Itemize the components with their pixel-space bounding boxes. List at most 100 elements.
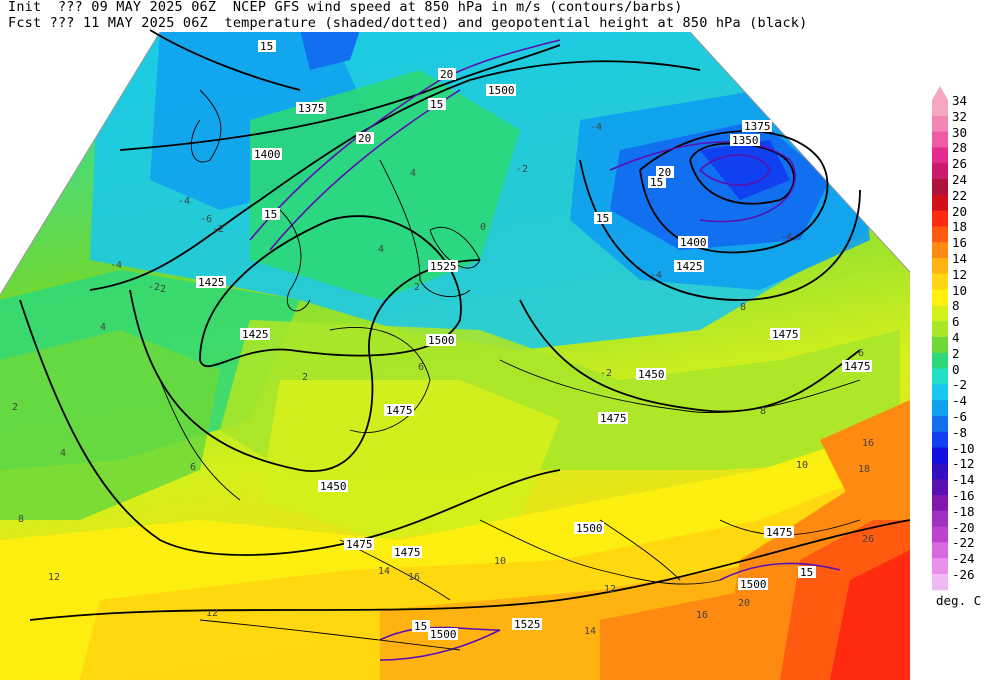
- svg-text:1475: 1475: [600, 412, 627, 425]
- colorbar-swatch: [932, 226, 948, 243]
- height-label: 1425: [240, 328, 270, 341]
- colorbar-swatch: [932, 115, 948, 133]
- height-label: 1475: [842, 360, 872, 373]
- temp-label: -4: [650, 270, 662, 281]
- colorbar-label: 2: [952, 345, 960, 361]
- svg-text:15: 15: [260, 40, 273, 53]
- colorbar-swatch: [932, 463, 948, 480]
- colorbar-swatch: [932, 131, 948, 148]
- colorbar-label: 34: [952, 93, 968, 108]
- height-label: 1500: [426, 334, 456, 347]
- height-label: 1475: [392, 546, 422, 559]
- colorbar-label: 22: [952, 187, 968, 203]
- svg-text:1500: 1500: [488, 84, 515, 97]
- colorbar-swatch: [932, 242, 948, 259]
- svg-text:1400: 1400: [680, 236, 707, 249]
- temp-label: 12: [206, 608, 218, 619]
- temp-label: 4: [410, 168, 416, 179]
- temp-label: 6: [858, 348, 864, 359]
- height-label: 1500: [486, 84, 516, 97]
- colorbar-swatch: [932, 147, 948, 164]
- colorbar-label: 12: [952, 266, 968, 282]
- colorbar-label: -2: [952, 377, 968, 393]
- colorbar-label: -16: [952, 488, 975, 503]
- height-label: 1375: [296, 102, 326, 115]
- height-label: 1475: [384, 404, 414, 417]
- colorbar-label: 10: [952, 282, 968, 298]
- colorbar-label: 0: [952, 361, 960, 377]
- height-labels: 1375 1400 1425 1425 1450 1475 1500 1525 …: [196, 84, 872, 641]
- colorbar-label: -14: [952, 472, 975, 488]
- colorbar-top-arrow: [932, 86, 948, 100]
- height-label: 1500: [738, 578, 768, 591]
- temp-label: -2: [148, 282, 160, 293]
- temp-label: 8: [18, 514, 24, 525]
- colorbar-swatch: [932, 542, 948, 559]
- svg-text:1475: 1475: [346, 538, 373, 551]
- svg-text:1450: 1450: [638, 368, 665, 381]
- svg-text:1525: 1525: [514, 618, 541, 631]
- temp-label: 10: [494, 556, 506, 567]
- colorbar-swatch: [932, 479, 948, 496]
- colorbar-label: 4: [952, 330, 960, 345]
- svg-text:15: 15: [800, 566, 813, 579]
- temp-label: 4: [100, 322, 106, 333]
- height-label: 1400: [678, 236, 708, 249]
- colorbar-swatch: [932, 194, 948, 212]
- height-label: 1525: [428, 260, 458, 273]
- svg-text:20: 20: [440, 68, 453, 81]
- colorbar-swatch: [932, 289, 948, 306]
- height-label: 1450: [318, 480, 348, 493]
- colorbar-swatch: [932, 368, 948, 385]
- svg-text:15: 15: [596, 212, 609, 225]
- colorbar-label: -20: [952, 519, 975, 535]
- temp-label: -4: [178, 196, 190, 207]
- colorbar-swatch: [932, 352, 948, 370]
- temp-label: 2: [12, 402, 18, 413]
- colorbar-swatch: [932, 431, 948, 449]
- height-label: 1475: [770, 328, 800, 341]
- colorbar-label: 32: [952, 108, 968, 124]
- height-label: 1425: [674, 260, 704, 273]
- colorbar-swatch: [932, 400, 948, 417]
- height-label: 1375: [742, 120, 772, 133]
- colorbar-label: 16: [952, 235, 968, 251]
- colorbar-label: -26: [952, 567, 975, 582]
- temp-label: -6: [200, 214, 212, 225]
- temp-label: -4: [110, 260, 122, 271]
- svg-text:1500: 1500: [740, 578, 767, 591]
- svg-text:1500: 1500: [428, 334, 455, 347]
- wind-label: 15: [0, 0, 13, 3]
- svg-text:1525: 1525: [430, 260, 457, 273]
- svg-text:15: 15: [264, 208, 277, 221]
- colorbar-label: -8: [952, 424, 968, 440]
- svg-text:1350: 1350: [732, 134, 759, 147]
- coastlines: [159, 89, 861, 651]
- wind-label: 15: [798, 566, 816, 579]
- svg-text:1475: 1475: [386, 404, 413, 417]
- colorbar-swatch: [932, 558, 948, 575]
- colorbar-swatch: [932, 179, 948, 196]
- height-label: 1350: [730, 134, 760, 147]
- colorbar-label: 24: [952, 172, 968, 187]
- colorbar-swatch: [932, 258, 948, 275]
- svg-text:1475: 1475: [766, 526, 793, 539]
- colorbar-units: deg. C: [936, 593, 982, 608]
- temp-label: 18: [858, 464, 870, 475]
- temp-label: -2: [212, 224, 224, 235]
- colorbar-swatch: [932, 100, 948, 117]
- temp-label: 8: [740, 302, 746, 313]
- temp-label: 2: [414, 282, 420, 293]
- svg-text:1375: 1375: [744, 120, 771, 133]
- colorbar-swatch: [932, 163, 948, 180]
- temp-label: 4: [378, 244, 384, 255]
- temp-label: -4: [590, 122, 602, 133]
- colorbar-label: 28: [952, 140, 968, 156]
- wind-label: 20: [356, 132, 374, 145]
- colorbar-swatch: [932, 447, 948, 464]
- colorbar-label: -4: [952, 393, 968, 409]
- temp-label: 14: [378, 566, 390, 577]
- colorbar-swatch: [932, 526, 948, 543]
- temp-label: 16: [862, 438, 874, 449]
